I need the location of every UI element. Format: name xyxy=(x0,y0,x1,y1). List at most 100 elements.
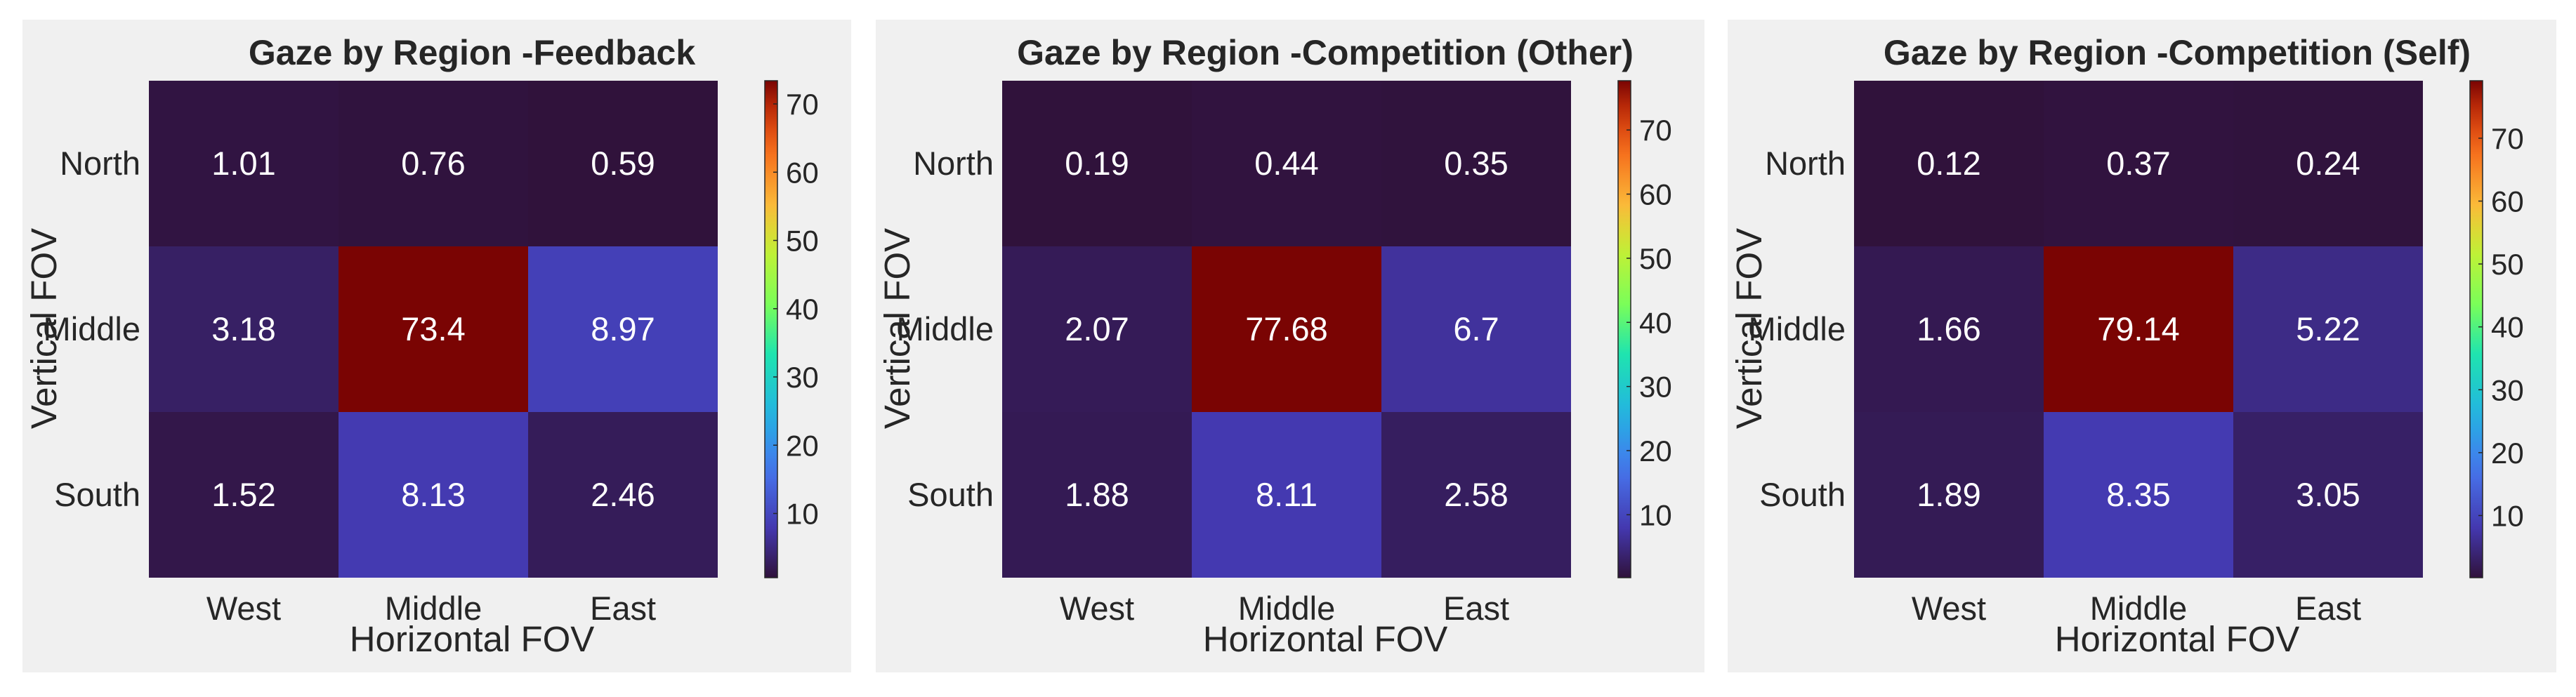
colorbar-bar xyxy=(764,80,778,578)
heatmap-cell xyxy=(2044,81,2233,246)
cell-value-label: 0.19 xyxy=(1065,145,1129,182)
heatmap-cell xyxy=(1854,246,2044,412)
heatmap-cell xyxy=(528,81,718,246)
heatmap-cell xyxy=(1192,412,1381,578)
cell-value-label: 1.89 xyxy=(1917,476,1980,513)
cell-value-label: 79.14 xyxy=(2097,310,2180,347)
cell-value-label: 1.88 xyxy=(1065,476,1129,513)
cell-value-label: 1.66 xyxy=(1917,310,1980,347)
cell-value-label: 0.76 xyxy=(401,145,465,182)
y-axis-label: Vertical FOV xyxy=(24,228,64,429)
x-axis-label: Horizontal FOV xyxy=(350,619,595,659)
cell-value-label: 3.18 xyxy=(211,310,275,347)
colorbar-tick-label: 70 xyxy=(1639,114,1672,147)
colorbar-tick-label: 10 xyxy=(786,497,819,530)
colorbar-tick-label: 30 xyxy=(786,361,819,394)
colorbar: 10 20 30 40 50 60 70 xyxy=(764,80,819,578)
y-tick-labels: North Middle South xyxy=(897,145,994,513)
x-tick-labels: West Middle East xyxy=(206,590,656,627)
y-tick-label: North xyxy=(1765,145,1846,182)
colorbar-tick-label: 20 xyxy=(1639,434,1672,467)
cell-value-label: 5.22 xyxy=(2296,310,2360,347)
cell-value-label: 8.13 xyxy=(401,476,465,513)
x-tick-labels: West Middle East xyxy=(1060,590,1509,627)
x-tick-label: Middle xyxy=(1238,590,1335,627)
y-tick-label: South xyxy=(907,476,994,513)
y-axis-label: Vertical FOV xyxy=(1729,228,1769,429)
x-tick-label: East xyxy=(1443,590,1509,627)
colorbar-bar xyxy=(2469,80,2483,578)
heatmap-cell xyxy=(2044,246,2233,412)
colorbar-tick-label: 40 xyxy=(2491,311,2524,344)
y-tick-label: Middle xyxy=(44,310,140,347)
heatmap-cells: 0.12 0.37 0.24 1.66 79.14 5.22 1.89 8.35 3.05 xyxy=(1854,81,2423,578)
heatmap-cell xyxy=(528,246,718,412)
heatmap-panel-competition-self: Gaze by Region -Competition (Self) 0.12 0… xyxy=(1728,20,2556,672)
heatmap-chart: Gaze by Region -Feedback 1.01 0.76 0.59 3.1… xyxy=(24,33,819,659)
cell-value-label: 8.11 xyxy=(1256,476,1317,513)
heatmap-cells: 1.01 0.76 0.59 3.18 73.4 8.97 1.52 8.13 2.46 xyxy=(149,81,718,578)
colorbar-tick-label: 60 xyxy=(1639,178,1672,211)
x-axis-label: Horizontal FOV xyxy=(2055,619,2300,659)
x-tick-label: West xyxy=(206,590,281,627)
y-tick-labels: North Middle South xyxy=(44,145,140,513)
cell-value-label: 73.4 xyxy=(401,310,465,347)
x-tick-label: Middle xyxy=(385,590,482,627)
heatmap-cell xyxy=(1381,412,1571,578)
heatmap-cell xyxy=(1192,246,1381,412)
heatmap-cell xyxy=(1002,412,1192,578)
x-axis-label: Horizontal FOV xyxy=(1203,619,1448,659)
cell-value-label: 2.46 xyxy=(591,476,655,513)
heatmap-cell xyxy=(1854,412,2044,578)
cell-value-label: 0.44 xyxy=(1254,145,1318,182)
heatmap-cell xyxy=(1381,246,1571,412)
colorbar-tick-label: 70 xyxy=(2491,122,2524,155)
colorbar: 10 20 30 40 50 60 70 xyxy=(1617,80,1672,578)
colorbar-tick-label: 50 xyxy=(786,225,819,258)
colorbar-tick-label: 10 xyxy=(2491,499,2524,532)
cell-value-label: 1.01 xyxy=(211,145,275,182)
colorbar-tick-label: 30 xyxy=(1639,371,1672,404)
heatmap-chart: Gaze by Region -Competition (Other) 0.19… xyxy=(877,33,1672,659)
cell-value-label: 0.37 xyxy=(2106,145,2170,182)
y-tick-label: Middle xyxy=(1749,310,1846,347)
heatmap-cell xyxy=(149,412,339,578)
colorbar-tick-label: 70 xyxy=(786,88,819,121)
y-axis-label: Vertical FOV xyxy=(877,228,917,429)
cell-value-label: 0.59 xyxy=(591,145,655,182)
heatmap-cell xyxy=(2233,246,2423,412)
colorbar-tick-label: 60 xyxy=(2491,185,2524,218)
heatmap-cell xyxy=(339,246,528,412)
chart-title: Gaze by Region -Competition (Other) xyxy=(1017,33,1634,72)
colorbar-tick-label: 60 xyxy=(786,156,819,189)
colorbar-tick-label: 40 xyxy=(1639,306,1672,339)
cell-value-label: 77.68 xyxy=(1245,310,1328,347)
colorbar-tick-label: 10 xyxy=(1639,498,1672,531)
cell-value-label: 6.7 xyxy=(1453,310,1499,347)
cell-value-label: 0.12 xyxy=(1917,145,1980,182)
x-tick-labels: West Middle East xyxy=(1912,590,2361,627)
cell-value-label: 8.35 xyxy=(2106,476,2170,513)
cell-value-label: 3.05 xyxy=(2296,476,2360,513)
y-tick-labels: North Middle South xyxy=(1749,145,1846,513)
cell-value-label: 1.52 xyxy=(211,476,275,513)
heatmap-cell xyxy=(2044,412,2233,578)
y-tick-label: South xyxy=(1759,476,1846,513)
colorbar-tick-label: 40 xyxy=(786,293,819,326)
colorbar: 10 20 30 40 50 60 70 xyxy=(2469,80,2524,578)
heatmap-cell xyxy=(149,81,339,246)
colorbar-tick-label: 50 xyxy=(1639,242,1672,275)
x-tick-label: Middle xyxy=(2090,590,2187,627)
heatmap-cell xyxy=(1002,81,1192,246)
heatmap-chart: Gaze by Region -Competition (Self) 0.12 0… xyxy=(1729,33,2524,659)
heatmap-cell xyxy=(1192,81,1381,246)
colorbar-bar xyxy=(1617,80,1631,578)
heatmap-cell xyxy=(1854,81,2044,246)
heatmap-panel-feedback: Gaze by Region -Feedback 1.01 0.76 0.59 3.1… xyxy=(22,20,851,672)
chart-title: Gaze by Region -Feedback xyxy=(249,33,695,72)
x-tick-label: West xyxy=(1060,590,1134,627)
colorbar-tick-label: 50 xyxy=(2491,248,2524,281)
chart-title: Gaze by Region -Competition (Self) xyxy=(1884,33,2471,72)
cell-value-label: 0.24 xyxy=(2296,145,2360,182)
heatmap-cell xyxy=(528,412,718,578)
